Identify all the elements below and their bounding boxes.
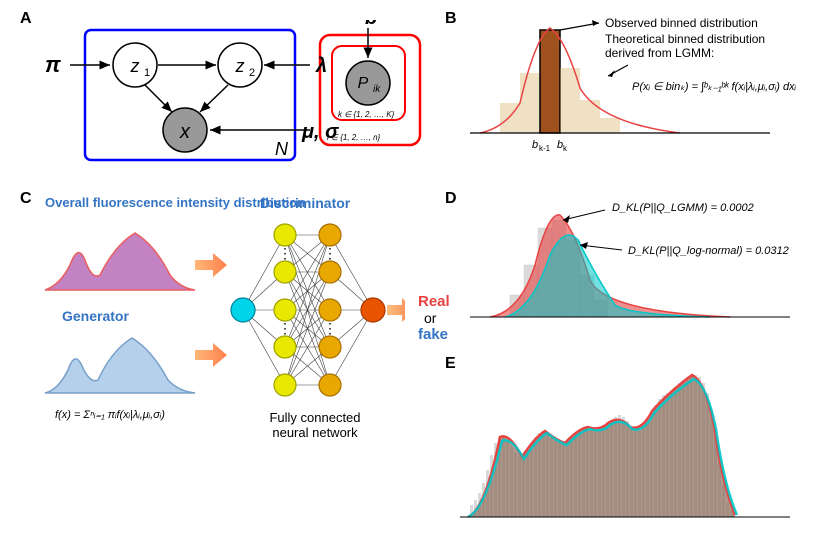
generator-dist: [40, 328, 200, 403]
svg-text:⋮: ⋮: [323, 320, 337, 336]
panel-d-chart: [450, 200, 820, 340]
panel-a-diagram: z1 z2 x Pik π λ μ, σ b N k ∈ {1, 2, …, K…: [30, 20, 430, 200]
svg-text:z: z: [235, 56, 245, 76]
panel-c-label: C: [20, 190, 32, 208]
nn-label: Fully connected neural network: [255, 410, 375, 440]
svg-text:N: N: [275, 139, 289, 159]
svg-text:π: π: [45, 52, 61, 77]
svg-text:⋮: ⋮: [278, 245, 292, 261]
svg-text:b: b: [532, 139, 538, 151]
svg-text:k-1: k-1: [539, 144, 551, 153]
kl-lognormal-label: D_KL(P||Q_log-normal) = 0.0312: [628, 245, 789, 257]
svg-text:x: x: [179, 121, 191, 143]
svg-text:1: 1: [144, 67, 150, 79]
svg-text:k ∈ {1, 2, …, K}: k ∈ {1, 2, …, K}: [338, 110, 395, 119]
real-label: Real: [418, 293, 450, 310]
overall-dist: [40, 225, 200, 300]
svg-text:P: P: [358, 75, 369, 92]
fake-label: fake: [418, 326, 448, 343]
panel-b-formula: P(xᵢ ∈ binₖ) = ∫ᵇₖ₋₁ᵇᵏ f(xᵢ|λᵢ,μᵢ,σᵢ) dx…: [632, 80, 796, 93]
svg-text:⋮: ⋮: [323, 245, 337, 261]
generator-formula: f(x) = Σⁿᵢ₌₁ πᵢf(xᵢ|λᵢ,μᵢ,σᵢ): [55, 408, 165, 421]
or-label: or: [424, 310, 436, 326]
svg-text:⋮: ⋮: [278, 320, 292, 336]
svg-text:ik: ik: [373, 84, 381, 95]
svg-text:k: k: [563, 144, 568, 153]
svg-text:λ: λ: [315, 55, 327, 77]
svg-text:2: 2: [249, 67, 255, 79]
observed-binned-label: Observed binned distribution: [605, 16, 758, 30]
svg-text:i ∈ {1, 2, …, n}: i ∈ {1, 2, …, n}: [327, 133, 381, 142]
panel-e-chart: [450, 365, 820, 540]
discriminator-label: Discriminator: [260, 195, 350, 211]
kl-lgmm-label: D_KL(P||Q_LGMM) = 0.0002: [612, 202, 754, 214]
neural-network: ⋮ ⋮ ⋮ ⋮: [195, 215, 405, 415]
generator-label: Generator: [62, 308, 129, 324]
svg-text:z: z: [130, 56, 140, 76]
svg-text:b: b: [365, 20, 377, 29]
theoretical-binned-label: Theoretical binned distribution derived …: [605, 32, 805, 60]
